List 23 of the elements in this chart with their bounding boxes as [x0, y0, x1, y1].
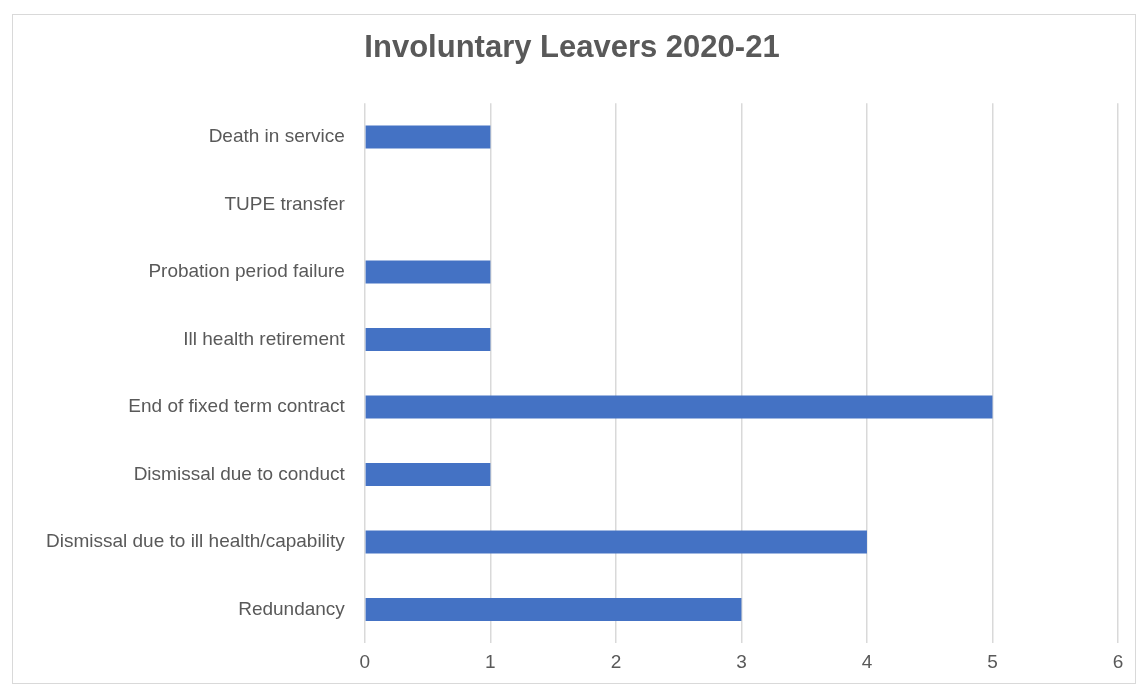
x-tick-label: 5: [987, 650, 998, 672]
y-tick-label: Dismissal due to conduct: [133, 462, 346, 484]
bar: [365, 260, 491, 284]
y-tick-label: Death in service: [208, 125, 345, 147]
y-tick-label: End of fixed term contract: [128, 395, 346, 417]
bar: [365, 327, 491, 351]
y-tick-label: Dismissal due to ill health/capability: [45, 530, 346, 552]
x-tick-label: 4: [861, 650, 873, 672]
y-tick-label: Probation period failure: [148, 260, 345, 282]
bar: [365, 597, 742, 621]
x-tick-label: 0: [359, 650, 371, 672]
x-tick-label: 6: [1112, 650, 1124, 672]
x-tick-label: 2: [610, 650, 622, 672]
chart-title: Involuntary Leavers 2020-21: [364, 29, 780, 65]
bar: [365, 395, 993, 419]
bar: [365, 462, 491, 486]
bar: [365, 125, 491, 149]
y-tick-label: Redundancy: [238, 597, 346, 619]
y-tick-label: Ill health retirement: [183, 327, 346, 349]
x-tick-label: 1: [485, 650, 496, 672]
y-tick-label: TUPE transfer: [224, 192, 346, 214]
bar: [365, 530, 867, 554]
x-tick-label: 3: [736, 650, 747, 672]
